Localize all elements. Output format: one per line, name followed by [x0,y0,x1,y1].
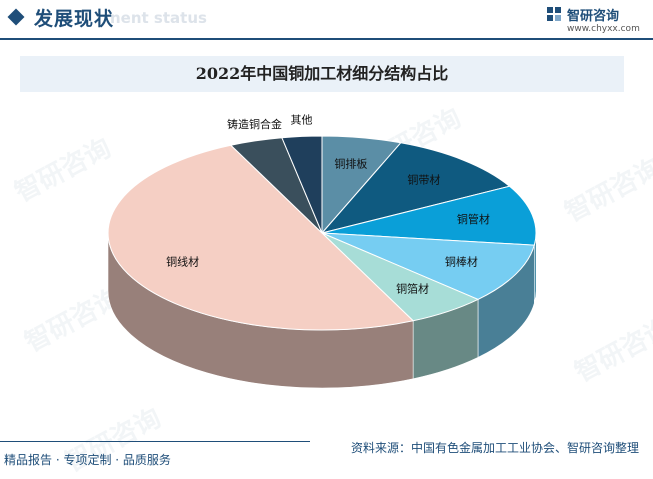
footer-source: 资料来源：中国有色金属加工工业协会、智研咨询整理 [350,441,639,455]
brand-name: 智研咨询 [567,9,620,24]
footer-divider [0,441,310,442]
brand-logo-icon [547,7,561,21]
pie-slice-7 [281,135,323,234]
pie-slice-2 [321,185,537,246]
header: 发展现状 nent status 智研咨询 www.chyxx.com [0,0,653,36]
pie-label-3: 铜棒材 [445,255,478,269]
chart-title-band: 2022年中国铜加工材细分结构占比 [20,56,624,92]
pie-sides [107,232,537,389]
pie-slice-3 [321,232,535,300]
section-title: 发展现状 [34,8,115,30]
section-subtitle: nent status [110,9,207,27]
pie-label-6: 铸造铜合金 [227,117,282,131]
pie-slice-5 [107,144,415,331]
chart-title: 2022年中国铜加工材细分结构占比 [195,64,449,83]
pie-slices [107,135,537,331]
pie-slice-1 [320,142,511,234]
pie-label-5: 铜线材 [166,255,199,269]
footer-tagline: 精品报告 · 专项定制 · 品质服务 [4,453,171,467]
brand[interactable]: 智研咨询 www.chyxx.com [547,4,640,38]
pie-label-7: 其他 [290,113,312,126]
brand-url[interactable]: www.chyxx.com [567,24,640,34]
pie-label-0: 铜排板 [334,156,367,170]
header-divider [0,38,653,40]
pie-label-1: 铜带材 [407,173,440,187]
pie-label-4: 铜箔材 [396,282,429,296]
pie-label-2: 铜管材 [457,212,490,226]
